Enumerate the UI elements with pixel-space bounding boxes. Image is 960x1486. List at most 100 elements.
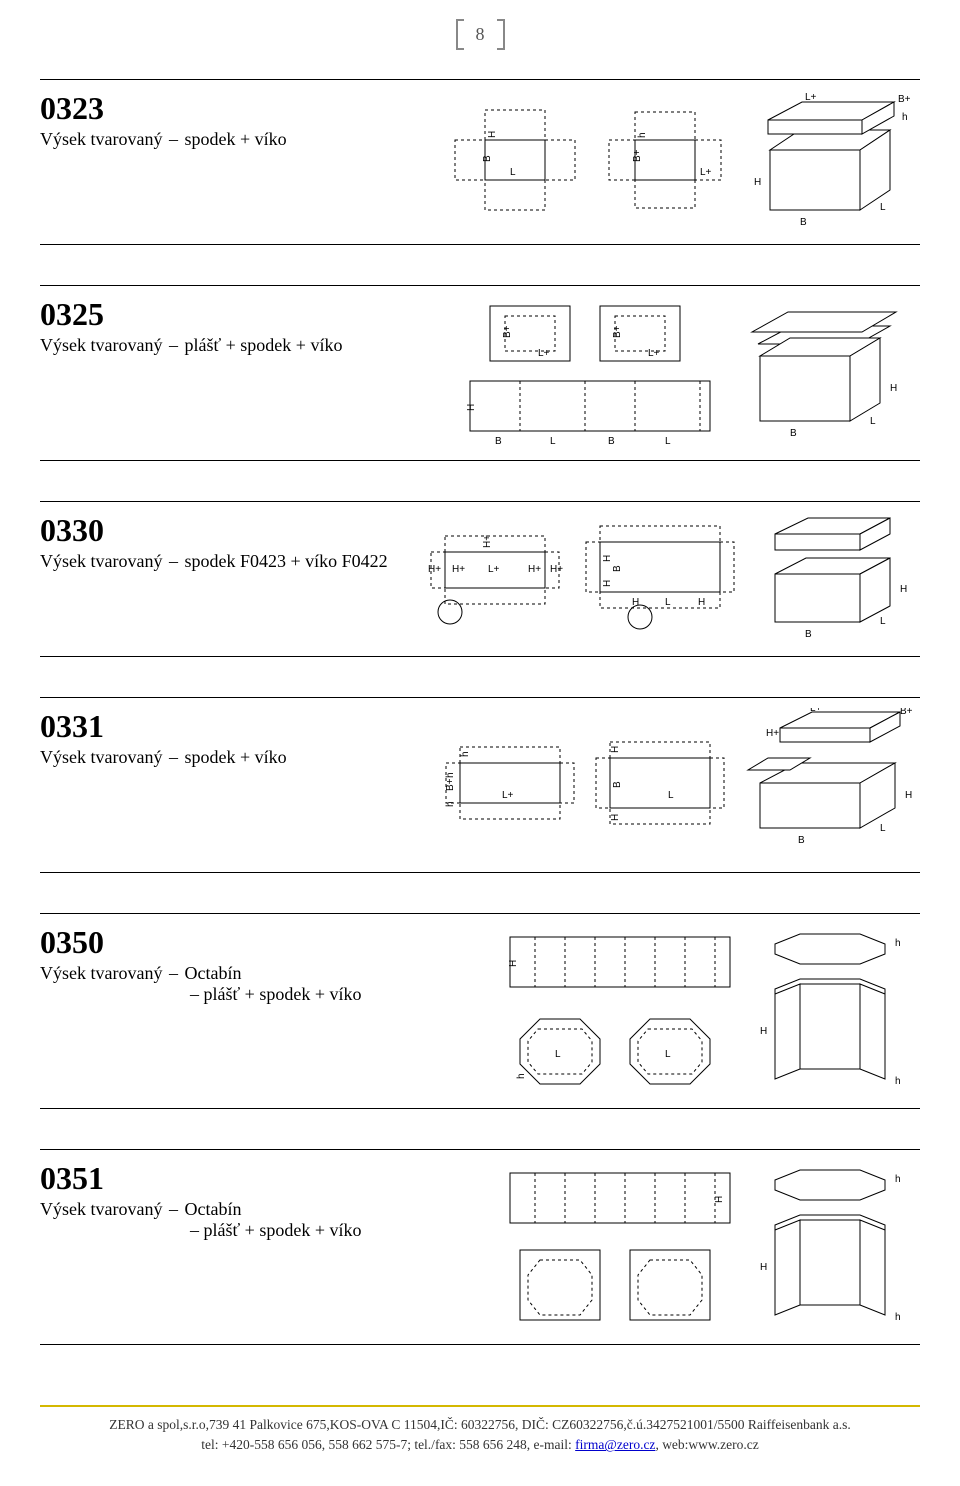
svg-text:L+: L+ [810, 708, 822, 714]
entry-text: 0351 Výsek tvarovaný – Octabín – plášť +… [40, 1160, 400, 1241]
desc-part-b: spodek + víko [184, 129, 286, 149]
entry-desc: Výsek tvarovaný – spodek F0423 + víko F0… [40, 551, 400, 572]
entry-diagrams: H Lh L h Hh [420, 924, 920, 1094]
desc-part-a: Výsek tvarovaný [40, 963, 162, 983]
box-3d-diagram: HBL [730, 296, 920, 446]
footer-email-link[interactable]: firma@zero.cz [575, 1437, 655, 1452]
svg-text:B: B [482, 155, 493, 162]
page-number-wrap: 8 [40, 20, 920, 49]
subdesc-text: plášť + spodek + víko [204, 984, 362, 1004]
svg-text:H: H [610, 814, 621, 821]
dash: – [169, 747, 178, 767]
svg-text:H: H [754, 177, 761, 188]
svg-text:H+: H+ [550, 564, 563, 575]
svg-text:B+: B+ [445, 778, 456, 791]
svg-text:L: L [665, 597, 671, 608]
svg-text:H: H [508, 960, 519, 967]
svg-text:L: L [880, 202, 886, 213]
svg-text:L: L [880, 823, 886, 834]
svg-text:H: H [714, 1196, 725, 1203]
page-number: 8 [456, 20, 505, 49]
catalog-entry: 0331 Výsek tvarovaný – spodek + víko L+ … [40, 697, 920, 873]
catalog-entry: 0350 Výsek tvarovaný – Octabín – plášť +… [40, 913, 920, 1109]
svg-text:H: H [610, 746, 621, 753]
entry-desc: Výsek tvarovaný – plášť + spodek + víko [40, 335, 400, 356]
entry-code: 0331 [40, 708, 400, 745]
dash: – [169, 551, 178, 571]
desc-part-b: spodek F0423 + víko F0422 [184, 551, 387, 571]
footer-line2: tel: +420-558 656 056, 558 662 575-7; te… [40, 1435, 920, 1455]
dash: – [169, 129, 178, 149]
entry-desc: Výsek tvarovaný – spodek + víko [40, 129, 400, 150]
svg-text:H: H [487, 131, 498, 138]
entry-diagrams: L+ h B+ h h L B H H L+B+H+ HBL [420, 708, 920, 858]
svg-text:L+: L+ [700, 167, 712, 178]
dash: – [169, 963, 178, 983]
svg-text:h: h [445, 801, 456, 807]
desc-part-a: Výsek tvarovaný [40, 747, 162, 767]
svg-text:L: L [665, 436, 671, 446]
svg-text:L: L [510, 167, 516, 178]
entry-text: 0350 Výsek tvarovaný – Octabín – plášť +… [40, 924, 400, 1005]
box-3d-diagram: L+B+H+ HBL [740, 708, 920, 858]
svg-text:H: H [760, 1026, 767, 1037]
footer-line2-a: tel: +420-558 656 056, 558 662 575-7; te… [201, 1437, 575, 1452]
svg-text:h: h [445, 772, 456, 778]
svg-text:B: B [790, 428, 797, 439]
entry-subdesc: – plášť + spodek + víko [40, 984, 400, 1005]
svg-text:B: B [798, 835, 805, 846]
svg-text:h: h [895, 938, 901, 949]
catalog-entry: 0351 Výsek tvarovaný – Octabín – plášť +… [40, 1149, 920, 1345]
dash: – [169, 335, 178, 355]
entry-text: 0325 Výsek tvarovaný – plášť + spodek + … [40, 296, 400, 356]
flat-pattern-diagram: L+ h B+ h h [440, 733, 580, 833]
svg-text:h: h [895, 1312, 901, 1323]
svg-text:H: H [698, 597, 705, 608]
svg-text:L: L [668, 790, 674, 801]
flat-pattern-diagram: H+H+ L+H+H+ H+ [420, 522, 570, 632]
svg-text:B: B [495, 436, 502, 446]
dash: – [169, 1199, 178, 1219]
box-3d-diagram: h Hh [750, 924, 920, 1094]
entry-code: 0350 [40, 924, 400, 961]
svg-text:H: H [760, 1262, 767, 1273]
flat-pattern-diagram: H B H HLH [580, 517, 740, 637]
svg-text:H: H [466, 404, 477, 411]
entry-diagrams: LB H L+B+ h L+B+h HBL [420, 90, 920, 230]
svg-text:B+: B+ [612, 325, 623, 338]
entry-desc: Výsek tvarovaný – Octabín [40, 1199, 400, 1220]
entry-code: 0351 [40, 1160, 400, 1197]
svg-text:B: B [608, 436, 615, 446]
flat-pattern-diagram: H [500, 1165, 740, 1325]
svg-text:H+: H+ [428, 564, 441, 575]
svg-text:H+: H+ [528, 564, 541, 575]
desc-part-b: spodek + víko [184, 747, 286, 767]
svg-text:L: L [555, 1049, 561, 1060]
svg-text:H: H [602, 555, 613, 562]
svg-text:h: h [516, 1073, 527, 1079]
entry-desc: Výsek tvarovaný – spodek + víko [40, 747, 400, 768]
svg-text:L: L [665, 1049, 671, 1060]
desc-part-a: Výsek tvarovaný [40, 551, 162, 571]
svg-text:L+: L+ [488, 564, 500, 575]
flat-pattern-diagram: L B H H [590, 733, 730, 833]
entry-diagrams: L+B+ L+B+ H BL BL HBL [420, 296, 920, 446]
svg-text:L+: L+ [538, 348, 550, 359]
entry-subdesc: – plášť + spodek + víko [40, 1220, 400, 1241]
svg-text:L: L [550, 436, 556, 446]
entry-code: 0330 [40, 512, 400, 549]
svg-text:L+: L+ [805, 92, 817, 103]
desc-part-a: Výsek tvarovaný [40, 335, 162, 355]
dash: – [190, 984, 199, 1004]
svg-text:L+: L+ [648, 348, 660, 359]
entry-text: 0330 Výsek tvarovaný – spodek F0423 + ví… [40, 512, 400, 572]
svg-text:L: L [880, 616, 886, 627]
footer-line2-b: , web:www.zero.cz [655, 1437, 758, 1452]
svg-text:H: H [900, 584, 907, 595]
desc-part-b: plášť + spodek + víko [184, 335, 342, 355]
svg-text:B: B [612, 565, 623, 572]
svg-text:B+: B+ [900, 708, 913, 717]
svg-text:B: B [805, 629, 812, 640]
svg-text:h: h [637, 132, 648, 138]
page-footer: ZERO a spol,s.r.o,739 41 Palkovice 675,K… [40, 1405, 920, 1456]
